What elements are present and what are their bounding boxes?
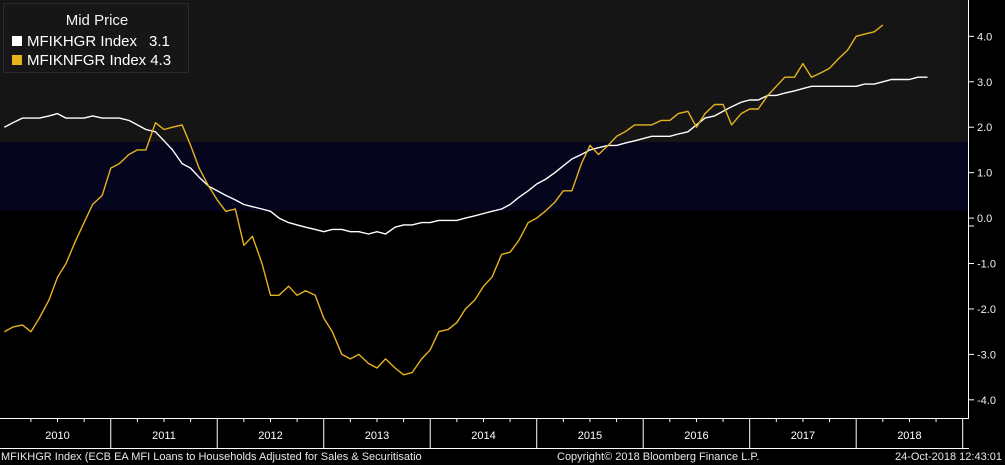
x-tick-label: 2018 — [897, 430, 921, 442]
band-1 — [0, 142, 968, 212]
y-tick-label: 0.0 — [977, 213, 992, 225]
x-tick-label: 2010 — [45, 430, 69, 442]
y-axis: 4.0 3.0 2.0 1.0 0.0 -1.0 -2.0 -3.0 -4.0 — [968, 0, 996, 418]
series-layer — [3, 24, 928, 376]
series-line-1[interactable] — [3, 24, 884, 376]
y-tick-label: 4.0 — [977, 31, 992, 43]
x-tick-label: 2014 — [471, 430, 495, 442]
y-tick-label: 2.0 — [977, 122, 992, 134]
x-axis: 2010 2011 2012 2013 2014 2015 2016 2017 2018 — [0, 418, 969, 449]
footer-timestamp: 24-Oct-2018 12:43:01 — [894, 451, 1002, 463]
series-line-0[interactable] — [3, 76, 928, 235]
legend-last-nfc: 4.3 — [150, 52, 172, 69]
legend-label-nfc: MFIKNFGR Index — [27, 52, 147, 69]
legend-last-households: 3.1 — [149, 33, 170, 50]
y-tick-label: 1.0 — [977, 168, 992, 180]
y-tick-label: -2.0 — [977, 304, 996, 316]
x-tick-label: 2017 — [791, 430, 815, 442]
legend-title: Mid Price — [65, 12, 129, 29]
legend-swatch-households — [12, 36, 22, 46]
y-tick-label: -3.0 — [977, 349, 996, 361]
x-tick-label: 2013 — [365, 430, 389, 442]
background-bands — [0, 0, 968, 212]
legend-label-households: MFIKHGR Index — [27, 33, 138, 50]
x-tick-label: 2012 — [258, 430, 282, 442]
x-tick-label: 2011 — [152, 430, 176, 442]
x-tick-label: 2015 — [578, 430, 602, 442]
x-axis-strip — [0, 418, 969, 449]
footer-series-description: MFIKHGR Index (ECB EA MFI Loans to House… — [1, 451, 422, 463]
footer: MFIKHGR Index (ECB EA MFI Loans to House… — [0, 449, 1005, 465]
y-tick-label: -1.0 — [977, 259, 996, 271]
legend-entry-nfc[interactable]: MFIKNFGR Index 4.3 — [12, 52, 171, 69]
footer-copyright: Copyright© 2018 Bloomberg Finance L.P. — [557, 451, 760, 463]
y-tick-label: -4.0 — [977, 395, 996, 407]
legend: Mid Price MFIKHGR Index 3.1 MFIKNFGR Inde… — [3, 3, 189, 73]
legend-swatch-nfc — [12, 55, 22, 65]
x-tick-label: 2016 — [684, 430, 708, 442]
legend-entry-households[interactable]: MFIKHGR Index 3.1 — [12, 33, 170, 50]
y-tick-label: 3.0 — [977, 77, 992, 89]
